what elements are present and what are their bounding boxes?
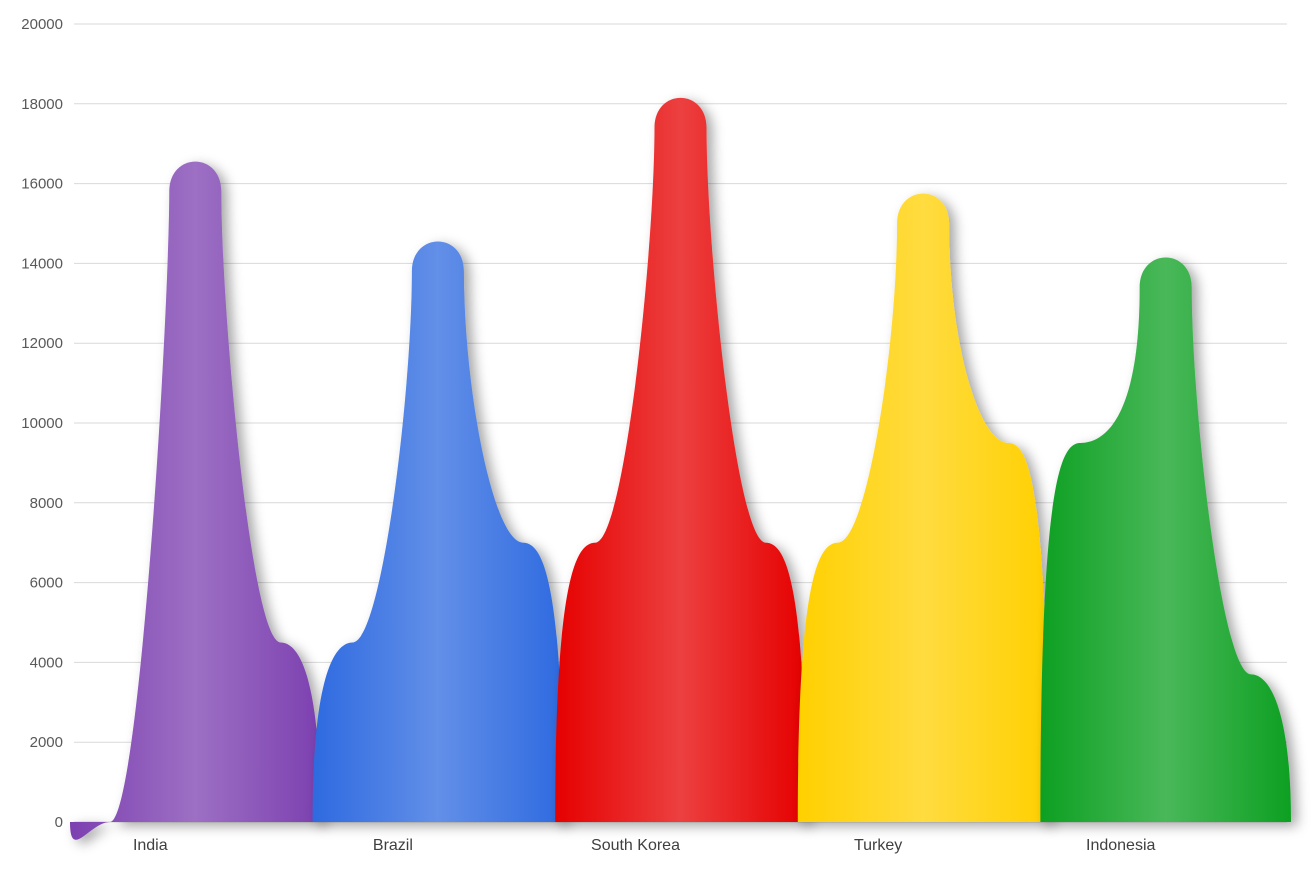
y-tick-label: 16000 [21, 176, 63, 193]
y-tick-label: 0 [55, 814, 63, 831]
paint-gloss [312, 241, 564, 823]
paint-gloss [797, 193, 1049, 823]
paint-gloss [70, 161, 321, 840]
y-tick-label: 20000 [21, 16, 63, 33]
paint-gloss [555, 97, 806, 823]
y-tick-label: 8000 [30, 495, 63, 512]
y-tick-label: 14000 [21, 255, 63, 272]
x-category-label: Turkey [854, 837, 902, 854]
y-tick-label: 6000 [30, 575, 63, 592]
y-tick-label: 2000 [30, 734, 63, 751]
x-category-label: India [133, 837, 168, 854]
paint-gloss [1040, 257, 1291, 822]
x-category-label: Indonesia [1086, 837, 1155, 854]
y-axis-ticks: 0 2000 4000 6000 8000 10000 12000 14000 16000 180… [21, 16, 63, 831]
paint-drips [70, 97, 1291, 840]
x-axis-categories: India Brazil South Korea Turkey Indonesia [133, 837, 1156, 854]
x-category-label: Brazil [373, 837, 413, 854]
y-tick-label: 12000 [21, 335, 63, 352]
y-tick-label: 18000 [21, 96, 63, 113]
y-tick-label: 4000 [30, 654, 63, 671]
y-tick-label: 10000 [21, 415, 63, 432]
x-category-label: South Korea [591, 837, 680, 854]
